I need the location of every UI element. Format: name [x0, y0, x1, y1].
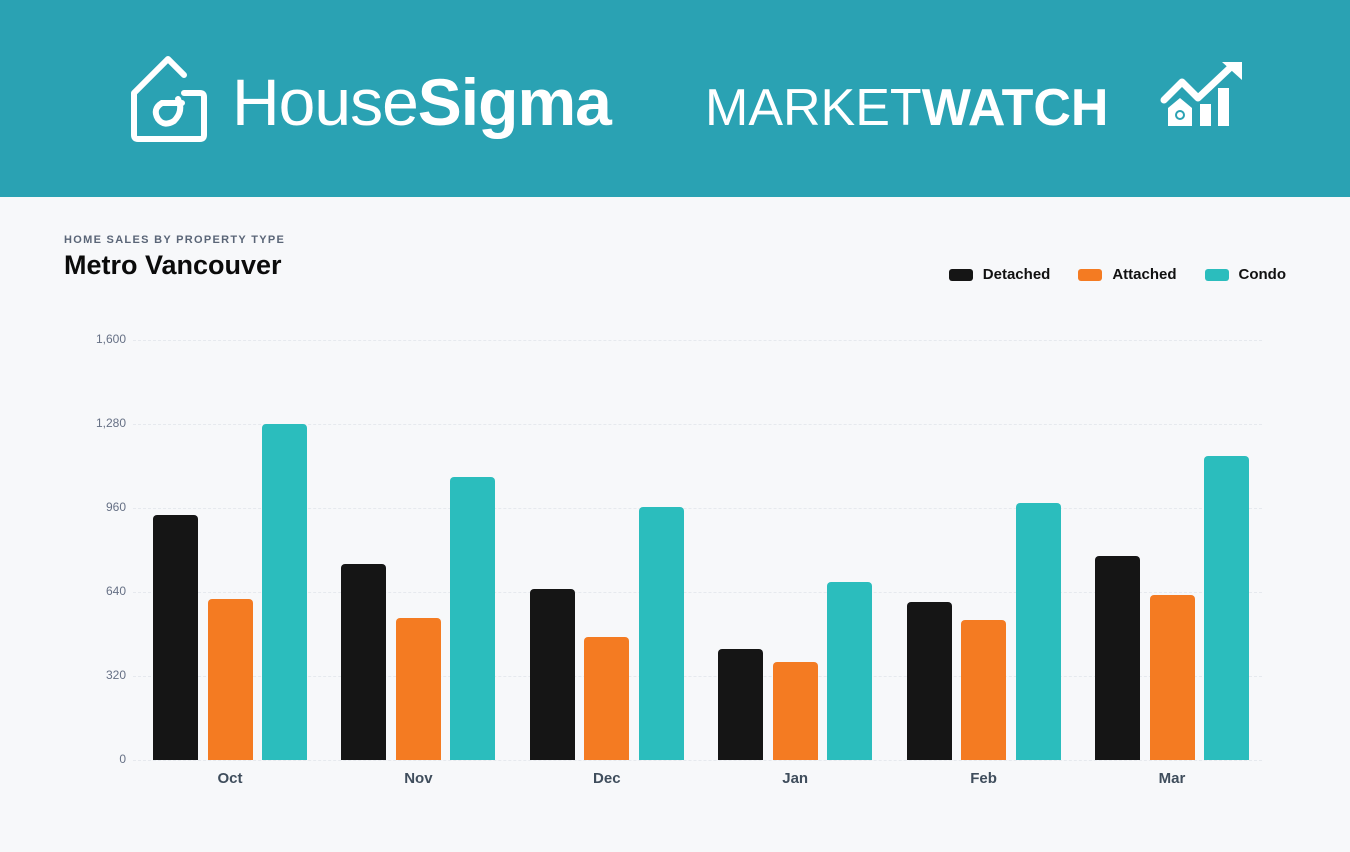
- x-axis-label: Nov: [404, 770, 433, 787]
- bar-detached-feb[interactable]: [906, 602, 952, 760]
- y-axis-tick-label: 960: [105, 500, 126, 514]
- legend-label: Attached: [1112, 266, 1177, 283]
- bar-condo-dec[interactable]: [638, 507, 684, 760]
- bar-attached-mar[interactable]: [1149, 594, 1195, 760]
- gridline: [133, 340, 1262, 341]
- bar-condo-jan[interactable]: [827, 582, 873, 760]
- bar-detached-nov[interactable]: [341, 564, 387, 760]
- y-axis-tick-label: 320: [105, 668, 126, 682]
- bar-condo-nov[interactable]: [450, 477, 496, 760]
- house-growth-chart-icon: [1160, 62, 1242, 126]
- chart-title: Metro Vancouver: [64, 250, 282, 280]
- bar-attached-jan[interactable]: [772, 662, 818, 760]
- header-banner: HouseSigma MARKETWATCH: [0, 0, 1350, 197]
- legend-swatch: [948, 268, 973, 281]
- product-name: MARKETWATCH: [705, 78, 1108, 138]
- brand-light: House: [232, 65, 419, 139]
- legend-item-condo[interactable]: Condo: [1204, 266, 1286, 283]
- bar-condo-mar[interactable]: [1204, 455, 1249, 760]
- bar-attached-feb[interactable]: [961, 619, 1007, 760]
- bar-detached-mar[interactable]: [1095, 555, 1140, 760]
- y-axis-tick-label: 1,600: [95, 332, 126, 346]
- bar-detached-oct[interactable]: [153, 514, 198, 760]
- x-axis-label: Feb: [970, 770, 997, 787]
- x-axis-label: Jan: [782, 770, 809, 787]
- gridline: [133, 760, 1262, 761]
- house-spiral-icon: [131, 56, 207, 142]
- bar-detached-jan[interactable]: [718, 649, 764, 760]
- gridline: [133, 592, 1262, 593]
- gridline: [133, 508, 1262, 509]
- product-bold: WATCH: [921, 79, 1109, 137]
- gridline: [133, 676, 1262, 677]
- bar-condo-feb[interactable]: [1015, 503, 1061, 760]
- x-axis-label: Mar: [1158, 770, 1186, 787]
- legend-item-attached[interactable]: Attached: [1078, 266, 1177, 283]
- x-axis-label: Oct: [217, 770, 243, 787]
- bar-detached-dec[interactable]: [529, 589, 575, 760]
- y-axis-tick-label: 640: [105, 584, 126, 598]
- legend-item-detached[interactable]: Detached: [948, 266, 1051, 283]
- product-light: MARKET: [705, 79, 922, 137]
- bar-attached-nov[interactable]: [395, 617, 441, 760]
- bar-attached-oct[interactable]: [207, 599, 253, 760]
- bar-condo-oct[interactable]: [262, 423, 307, 760]
- brand-name: HouseSigma: [232, 62, 612, 142]
- legend-swatch: [1078, 268, 1103, 281]
- legend-swatch: [1204, 268, 1229, 281]
- chart-subtitle: HOME SALES BY PROPERTY TYPE: [64, 234, 286, 246]
- brand-bold: Sigma: [417, 65, 612, 139]
- y-axis-tick-label: 0: [119, 752, 126, 766]
- x-axis-label: Dec: [593, 770, 621, 787]
- bar-attached-dec[interactable]: [584, 636, 630, 760]
- legend-label: Detached: [982, 266, 1051, 283]
- y-axis-tick-label: 1,280: [95, 416, 126, 430]
- chart-legend: Detached Attached Condo: [948, 266, 1286, 283]
- gridline: [133, 424, 1262, 425]
- legend-label: Condo: [1238, 266, 1286, 283]
